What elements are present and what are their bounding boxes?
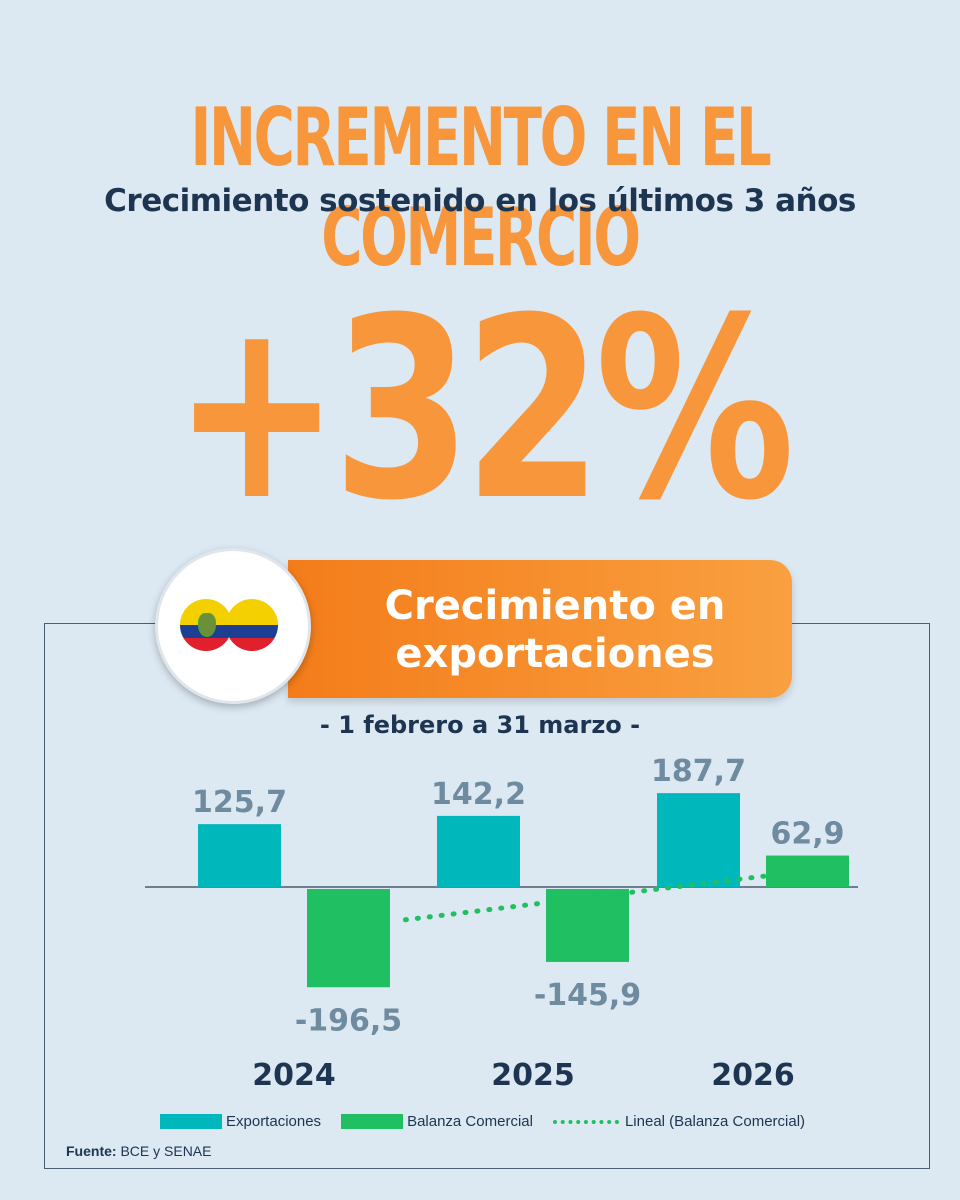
flags-badge [155,548,311,704]
chart-legend: Exportaciones Balanza Comercial Lineal (… [160,1113,825,1130]
bar-balanza-2024 [307,889,390,988]
bar-exportaciones-2024 [198,824,281,887]
category-label-2024: 2024 [252,1058,336,1093]
data-label-exportaciones-2026: 187,7 [651,754,746,789]
legend-item-exportaciones: Exportaciones [160,1113,321,1130]
legend-item-lineal: Lineal (Balanza Comercial) [552,1113,806,1130]
legend-label-exportaciones: Exportaciones [226,1113,322,1130]
banner-line-1: Crecimiento en [384,583,726,629]
legend-label-lineal: Lineal (Balanza Comercial) [624,1113,806,1130]
subtitle: Crecimiento sostenido en los últimos 3 a… [104,183,856,219]
data-label-exportaciones-2025: 142,2 [431,777,526,812]
ecuador-flag-icon [180,599,232,651]
legend-swatch-exportaciones [160,1114,222,1129]
category-label-2026: 2026 [711,1058,795,1093]
category-label-2025: 2025 [491,1058,575,1093]
source-label: Fuente: [66,1143,117,1159]
banner [288,560,792,698]
trendline-balanza [402,873,770,923]
legend-label-balanza: Balanza Comercial [407,1113,533,1130]
legend-item-balanza: Balanza Comercial [341,1113,533,1130]
data-label-balanza-2026: 62,9 [770,817,844,852]
legend-swatch-lineal [552,1119,619,1124]
period-label: - 1 febrero a 31 marzo - [319,711,641,739]
banner-line-2: exportaciones [395,631,715,677]
source-note: Fuente: BCE y SENAE [66,1143,211,1159]
data-label-balanza-2024: -196,5 [295,1003,402,1038]
bar-exportaciones-2026 [657,793,740,887]
legend-swatch-balanza [341,1114,404,1129]
banner-title: Crecimiento en exportaciones [330,582,780,678]
main-title: INCREMENTO EN EL COMERCIO [190,91,772,284]
bar-balanza-2026 [766,855,849,887]
data-label-exportaciones-2024: 125,7 [192,785,287,820]
bar-exportaciones-2025 [437,815,520,887]
data-label-balanza-2025: -145,9 [534,978,641,1013]
growth-percentage: +32% [172,264,795,555]
source-text: BCE y SENAE [116,1143,212,1159]
